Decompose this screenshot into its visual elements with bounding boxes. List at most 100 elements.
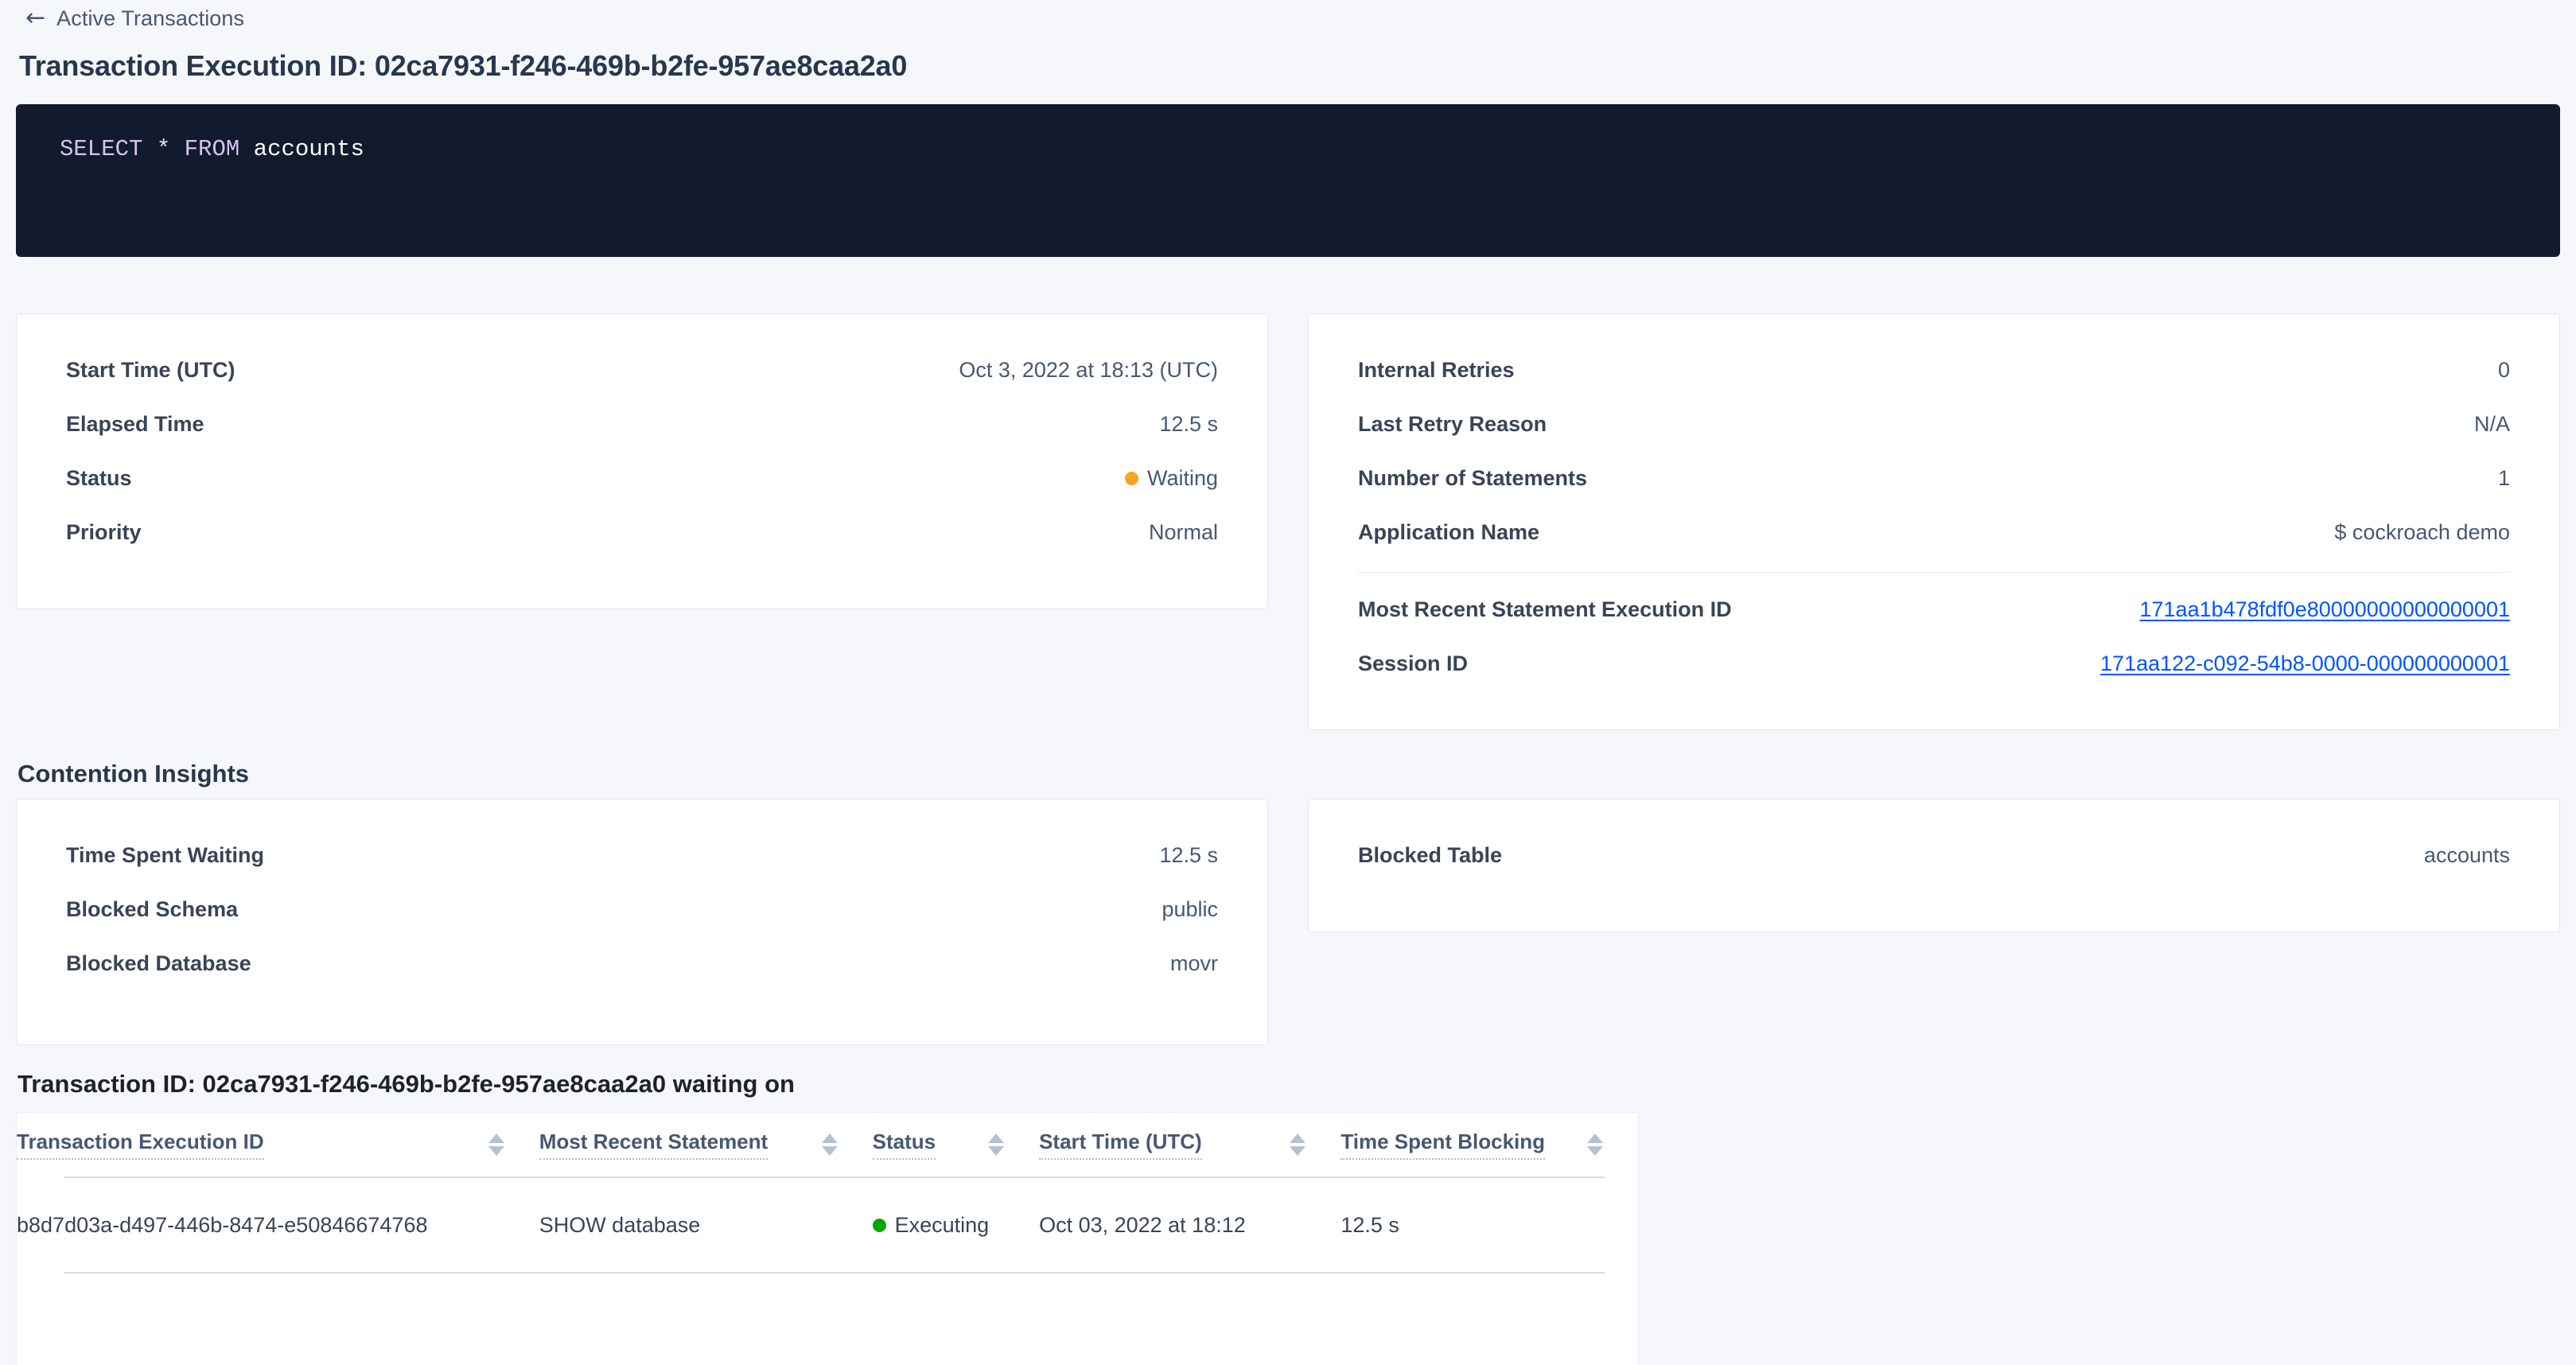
column-header-status[interactable]: Status: [872, 1113, 1039, 1176]
table-row[interactable]: b8d7d03a-d497-446b-8474-e50846674768 SHO…: [17, 1178, 1638, 1272]
detail-value: $ cockroach demo: [2334, 519, 2510, 544]
detail-label: Session ID: [1358, 651, 1469, 675]
detail-row-blocked-schema: Blocked Schema public: [66, 882, 1218, 936]
session-id-link[interactable]: 171aa122-c092-54b8-0000-000000000001: [2100, 651, 2510, 675]
detail-label: Blocked Table: [1358, 842, 1503, 867]
most-recent-statement-execution-id-link[interactable]: 171aa1b478fdf0e80000000000000001: [2139, 597, 2511, 621]
caret-down-icon[interactable]: [1587, 1146, 1603, 1156]
column-header-start-time[interactable]: Start Time (UTC): [1039, 1113, 1341, 1176]
contention-insights-right-card: Blocked Table accounts: [1308, 799, 2560, 932]
detail-label: Blocked Schema: [66, 896, 239, 921]
caret-up-icon[interactable]: [988, 1134, 1005, 1143]
detail-value: accounts: [2423, 842, 2510, 867]
breadcrumb-label-active-transactions[interactable]: Active Transactions: [56, 6, 245, 30]
status-dot-executing-icon: [872, 1218, 886, 1232]
detail-row-elapsed-time: Elapsed Time 12.5 s: [66, 397, 1218, 451]
sql-keyword-from: FROM: [184, 136, 240, 162]
transaction-overview-card: Start Time (UTC) Oct 3, 2022 at 18:13 (U…: [16, 313, 1268, 609]
sort-toggle-icon[interactable]: [1290, 1134, 1306, 1156]
detail-row-time-spent-waiting: Time Spent Waiting 12.5 s: [66, 828, 1218, 882]
cell-time-spent-blocking: 12.5 s: [1341, 1212, 1399, 1237]
contention-insights-left-card: Time Spent Waiting 12.5 s Blocked Schema…: [16, 799, 1268, 1045]
detail-row-start-time: Start Time (UTC) Oct 3, 2022 at 18:13 (U…: [66, 343, 1218, 397]
status-badge: Waiting: [1124, 465, 1218, 491]
cell-transaction-execution-id: b8d7d03a-d497-446b-8474-e50846674768: [17, 1212, 428, 1237]
column-header-label[interactable]: Transaction Execution ID: [17, 1130, 264, 1160]
table-header: Transaction Execution ID Most Recent Sta…: [17, 1113, 1638, 1178]
cell-most-recent-statement: SHOW database: [539, 1212, 701, 1237]
detail-value: 12.5 s: [1159, 411, 1218, 436]
caret-up-icon[interactable]: [488, 1134, 504, 1143]
cell-status: Executing: [872, 1178, 1039, 1272]
status-text: Waiting: [1146, 465, 1218, 490]
status-dot-waiting-icon: [1124, 471, 1138, 485]
table-header-row: Transaction Execution ID Most Recent Sta…: [17, 1113, 1638, 1176]
detail-label: Internal Retries: [1358, 357, 1515, 382]
detail-row-most-recent-statement-execution-id: Most Recent Statement Execution ID 171aa…: [1358, 582, 2510, 636]
detail-row-status: Status Waiting: [66, 451, 1218, 505]
card-divider: [1358, 572, 2510, 573]
detail-label: Last Retry Reason: [1358, 411, 1547, 436]
header-rule-cell: [17, 1176, 1638, 1178]
detail-label: Number of Statements: [1358, 465, 1588, 490]
row-rule-cell: [17, 1272, 1638, 1274]
arrow-left-icon[interactable]: ←: [25, 4, 46, 32]
transaction-metadata-card: Internal Retries 0 Last Retry Reason N/A…: [1308, 313, 2560, 730]
table-row-rule: [17, 1272, 1638, 1274]
cell-start-time: Oct 03, 2022 at 18:12: [1039, 1212, 1246, 1237]
detail-value: 1: [2497, 465, 2510, 490]
waiting-on-table-card: Transaction Execution ID Most Recent Sta…: [16, 1112, 1639, 1365]
sql-table-name: accounts: [253, 136, 364, 162]
page-title: Transaction Execution ID: 02ca7931-f246-…: [19, 49, 908, 82]
detail-label: Most Recent Statement Execution ID: [1358, 597, 1732, 621]
detail-row-application-name: Application Name $ cockroach demo: [1358, 505, 2510, 559]
sql-star-glyph: *: [156, 136, 171, 162]
detail-label: Status: [66, 465, 132, 490]
sort-toggle-icon[interactable]: [1587, 1134, 1603, 1156]
detail-label: Application Name: [1358, 519, 1540, 544]
detail-value: Oct 3, 2022 at 18:13 (UTC): [959, 357, 1218, 382]
detail-row-session-id: Session ID 171aa122-c092-54b8-0000-00000…: [1358, 636, 2510, 690]
caret-up-icon[interactable]: [1290, 1134, 1306, 1143]
detail-value: public: [1162, 896, 1218, 921]
detail-value: movr: [1170, 951, 1218, 975]
sort-toggle-icon[interactable]: [988, 1134, 1005, 1156]
caret-up-icon[interactable]: [821, 1134, 838, 1143]
detail-label: Priority: [66, 519, 142, 544]
detail-label: Elapsed Time: [66, 411, 204, 436]
caret-down-icon[interactable]: [821, 1146, 838, 1156]
detail-label: Blocked Database: [66, 951, 251, 975]
caret-down-icon[interactable]: [488, 1146, 504, 1156]
caret-down-icon[interactable]: [988, 1146, 1005, 1156]
detail-value: 0: [2497, 357, 2510, 382]
table-header-rule: [17, 1176, 1638, 1178]
caret-up-icon[interactable]: [1587, 1134, 1603, 1143]
sort-toggle-icon[interactable]: [821, 1134, 838, 1156]
sort-toggle-icon[interactable]: [488, 1134, 504, 1156]
detail-row-number-of-statements: Number of Statements 1: [1358, 451, 2510, 505]
table-body: b8d7d03a-d497-446b-8474-e50846674768 SHO…: [17, 1178, 1638, 1274]
divider-line: [64, 1176, 1605, 1178]
status-badge: Executing: [872, 1212, 990, 1238]
column-header-transaction-execution-id[interactable]: Transaction Execution ID: [17, 1113, 539, 1176]
contention-insights-heading: Contention Insights: [18, 760, 250, 788]
column-header-time-spent-blocking[interactable]: Time Spent Blocking: [1341, 1113, 1638, 1176]
detail-label: Start Time (UTC): [66, 357, 235, 382]
waiting-on-heading: Transaction ID: 02ca7931-f246-469b-b2fe-…: [18, 1070, 795, 1098]
sql-keyword-select: SELECT: [60, 136, 143, 162]
column-header-label[interactable]: Start Time (UTC): [1039, 1130, 1202, 1160]
divider-line: [64, 1272, 1605, 1274]
caret-down-icon[interactable]: [1290, 1146, 1306, 1156]
column-header-label[interactable]: Status: [872, 1130, 936, 1160]
status-text: Executing: [894, 1212, 990, 1237]
detail-row-priority: Priority Normal: [66, 505, 1218, 559]
detail-row-internal-retries: Internal Retries 0: [1358, 343, 2510, 397]
column-header-most-recent-statement[interactable]: Most Recent Statement: [539, 1113, 873, 1176]
breadcrumb[interactable]: ← Active Transactions: [25, 5, 244, 32]
detail-row-blocked-table: Blocked Table accounts: [1358, 828, 2510, 882]
column-header-label[interactable]: Time Spent Blocking: [1341, 1130, 1546, 1160]
waiting-on-table: Transaction Execution ID Most Recent Sta…: [17, 1113, 1638, 1274]
detail-value: N/A: [2473, 411, 2510, 436]
sql-star: [142, 136, 156, 162]
column-header-label[interactable]: Most Recent Statement: [539, 1130, 769, 1160]
